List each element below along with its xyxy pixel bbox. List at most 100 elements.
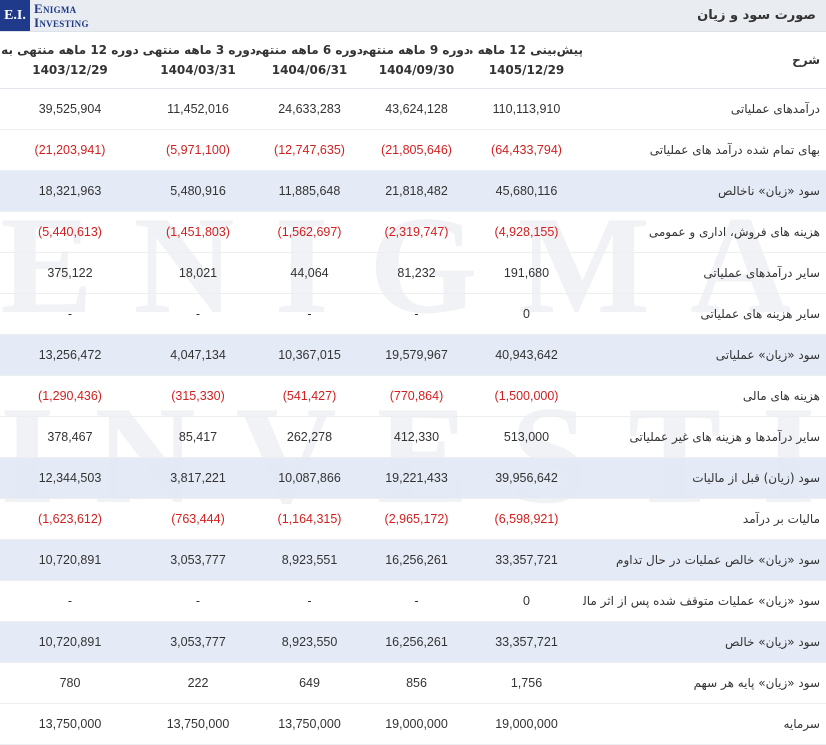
value-cell: 8,923,551 bbox=[256, 539, 363, 581]
period-date: 1404/09/30 bbox=[378, 62, 455, 77]
value-cell: 412,330 bbox=[363, 416, 470, 458]
value-cell: (1,164,315) bbox=[256, 498, 363, 540]
row-label: سود (زیان) قبل از مالیات bbox=[583, 457, 826, 499]
value-cell: (770,864) bbox=[363, 375, 470, 417]
column-header-period: پیش‌بینی 12 ماهه منتهی به 1405/12/29 bbox=[470, 31, 583, 89]
value-cell: 24,633,283 bbox=[256, 88, 363, 130]
column-header-period: دوره 12 ماهه منتهی به 1403/12/29 bbox=[0, 31, 140, 89]
value-cell: (4,928,155) bbox=[470, 211, 583, 253]
value-cell: 18,021 bbox=[140, 252, 256, 294]
period-date: 1404/03/31 bbox=[160, 62, 236, 77]
table-row: سود «زیان» پایه هر سهم 1,756 856 649 222 780 bbox=[0, 662, 826, 704]
value-cell: 13,750,000 bbox=[256, 703, 363, 745]
table-row: سود «زیان» ناخالص 45,680,116 21,818,482 11,… bbox=[0, 170, 826, 212]
value-cell: 780 bbox=[0, 662, 140, 704]
value-cell: 222 bbox=[140, 662, 256, 704]
row-label: مالیات بر درآمد bbox=[583, 498, 826, 540]
table-row: سایر هزینه های عملیاتی 0- - - - bbox=[0, 293, 826, 335]
period-title: دوره 3 ماهه منتهی به bbox=[140, 42, 256, 57]
value-cell: - bbox=[140, 293, 256, 335]
logo-line-1: Enigma bbox=[34, 0, 77, 16]
top-bar: E.I. Enigma Investing صورت سود و زیان bbox=[0, 0, 826, 32]
table-row: هزینه های مالی (1,500,000) (770,864) (541,4… bbox=[0, 375, 826, 417]
value-cell: 21,818,482 bbox=[363, 170, 470, 212]
value-cell: - bbox=[363, 293, 470, 335]
row-label: سود «زیان» خالص عملیات در حال تداوم bbox=[583, 539, 826, 581]
value-cell: 513,000 bbox=[470, 416, 583, 458]
table-row: سود «زیان» خالص عملیات در حال تداوم 33,35… bbox=[0, 539, 826, 581]
page-title: صورت سود و زیان bbox=[697, 8, 816, 23]
value-cell: 10,087,866 bbox=[256, 457, 363, 499]
value-cell: 856 bbox=[363, 662, 470, 704]
value-cell: 85,417 bbox=[140, 416, 256, 458]
value-cell: 16,256,261 bbox=[363, 539, 470, 581]
period-title: پیش‌بینی 12 ماهه منتهی به bbox=[470, 42, 583, 57]
value-cell: 13,750,000 bbox=[140, 703, 256, 745]
value-cell: (5,440,613) bbox=[0, 211, 140, 253]
value-cell: - bbox=[256, 293, 363, 335]
value-cell: - bbox=[363, 580, 470, 622]
column-header-period: دوره 3 ماهه منتهی به 1404/03/31 bbox=[140, 31, 256, 89]
value-cell: 3,817,221 bbox=[140, 457, 256, 499]
table-row: سرمایه 19,000,000 19,000,000 13,750,000 13,7… bbox=[0, 703, 826, 745]
row-label: سایر درآمدهای عملیاتی bbox=[583, 252, 826, 294]
value-cell: - bbox=[256, 580, 363, 622]
value-cell: 378,467 bbox=[0, 416, 140, 458]
value-cell: (1,623,612) bbox=[0, 498, 140, 540]
income-statement-table: شرح پیش‌بینی 12 ماهه منتهی به 1405/12/29 د… bbox=[0, 31, 826, 745]
row-label: سود «زیان» عملیات متوقف شده پس از اثر ما… bbox=[583, 580, 826, 622]
value-cell: 11,452,016 bbox=[140, 88, 256, 130]
row-label: سرمایه bbox=[583, 703, 826, 745]
value-cell: 375,122 bbox=[0, 252, 140, 294]
period-date: 1403/12/29 bbox=[32, 62, 108, 77]
period-title: دوره 6 ماهه منتهی به bbox=[256, 42, 363, 57]
value-cell: 18,321,963 bbox=[0, 170, 140, 212]
value-cell: 19,579,967 bbox=[363, 334, 470, 376]
value-cell: 39,525,904 bbox=[0, 88, 140, 130]
logo-text: Enigma Investing bbox=[34, 0, 89, 30]
logo-mark: E.I. bbox=[0, 0, 30, 31]
value-cell: (315,330) bbox=[140, 375, 256, 417]
row-label: درآمدهای عملیاتی bbox=[583, 88, 826, 130]
value-cell: (763,444) bbox=[140, 498, 256, 540]
row-label: بهای تمام شده درآمد های عملیاتی bbox=[583, 129, 826, 171]
column-header-period: دوره 9 ماهه منتهی به 1404/09/30 bbox=[363, 31, 470, 89]
column-header-label: شرح bbox=[583, 31, 826, 89]
row-label: سایر درآمدها و هزینه های غیر عملیاتی bbox=[583, 416, 826, 458]
value-cell: 10,367,015 bbox=[256, 334, 363, 376]
table-body: درآمدهای عملیاتی 110,113,910 43,624,128 24,… bbox=[0, 88, 826, 745]
period-date: 1404/06/31 bbox=[271, 62, 348, 77]
period-title: دوره 12 ماهه منتهی به bbox=[1, 42, 139, 57]
table-row: سایر درآمدهای عملیاتی 191,680 81,232 44,064… bbox=[0, 252, 826, 294]
value-cell: 8,923,550 bbox=[256, 621, 363, 663]
period-date: 1405/12/29 bbox=[488, 62, 565, 77]
value-cell: (1,562,697) bbox=[256, 211, 363, 253]
value-cell: 19,000,000 bbox=[363, 703, 470, 745]
value-cell: (541,427) bbox=[256, 375, 363, 417]
value-cell: 10,720,891 bbox=[0, 621, 140, 663]
table-row: درآمدهای عملیاتی 110,113,910 43,624,128 24,… bbox=[0, 88, 826, 130]
value-cell: (2,965,172) bbox=[363, 498, 470, 540]
value-cell: (2,319,747) bbox=[363, 211, 470, 253]
value-cell: - bbox=[0, 293, 140, 335]
row-label: هزینه های مالی bbox=[583, 375, 826, 417]
value-cell: (21,805,646) bbox=[363, 129, 470, 171]
table-row: هزینه های فروش، اداری و عمومی (4,928,155)… bbox=[0, 211, 826, 253]
period-title: دوره 9 ماهه منتهی به bbox=[363, 42, 470, 57]
value-cell: 13,256,472 bbox=[0, 334, 140, 376]
value-cell: 19,221,433 bbox=[363, 457, 470, 499]
value-cell: 43,624,128 bbox=[363, 88, 470, 130]
value-cell: 191,680 bbox=[470, 252, 583, 294]
value-cell: 33,357,721 bbox=[470, 621, 583, 663]
value-cell: (64,433,794) bbox=[470, 129, 583, 171]
value-cell: (12,747,635) bbox=[256, 129, 363, 171]
value-cell: (1,290,436) bbox=[0, 375, 140, 417]
value-cell: 12,344,503 bbox=[0, 457, 140, 499]
logo[interactable]: E.I. Enigma Investing bbox=[0, 0, 89, 31]
row-label: سایر هزینه های عملیاتی bbox=[583, 293, 826, 335]
table-row: سود «زیان» خالص 33,357,721 16,256,261 8,923… bbox=[0, 621, 826, 663]
value-cell: (6,598,921) bbox=[470, 498, 583, 540]
value-cell: 16,256,261 bbox=[363, 621, 470, 663]
value-cell: 1,756 bbox=[470, 662, 583, 704]
value-cell: 19,000,000 bbox=[470, 703, 583, 745]
